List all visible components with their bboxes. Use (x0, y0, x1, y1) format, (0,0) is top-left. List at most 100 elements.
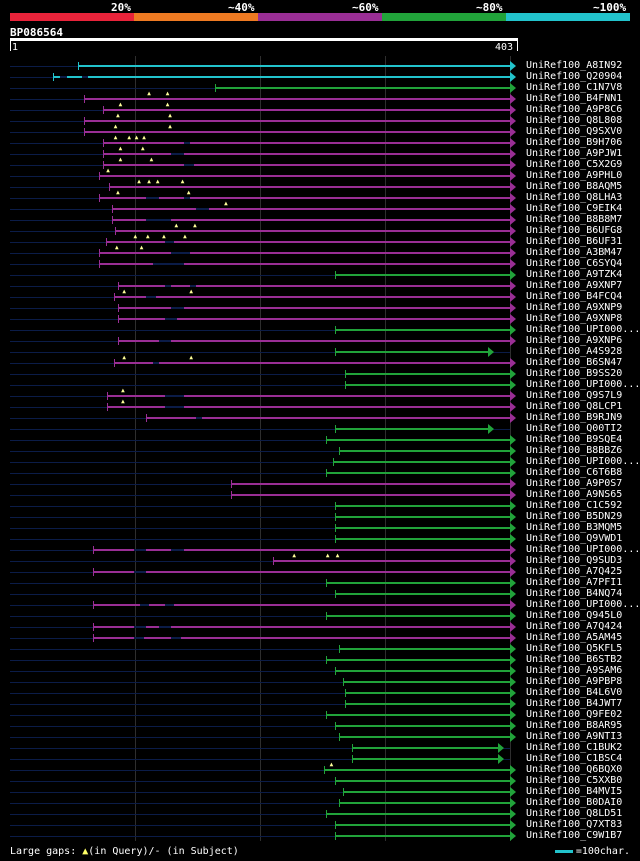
hit-alignment-bar[interactable] (338, 736, 510, 738)
hit-alignment-bar[interactable] (84, 120, 510, 122)
hit-row[interactable]: UniRef100_C1N7V8 (0, 82, 640, 94)
hit-id-link[interactable]: UniRef100_Q9SXV0 (526, 126, 623, 137)
hit-row[interactable]: UniRef100_B0DAI0 (0, 797, 640, 809)
hit-row[interactable]: UniRef100_Q5KFL5 (0, 643, 640, 655)
hit-alignment-bar[interactable] (335, 329, 510, 331)
hit-row[interactable]: UniRef100_B9RJN9 (0, 412, 640, 424)
hit-alignment-bar[interactable] (335, 505, 510, 507)
hit-row[interactable]: UniRef100_Q9VWD1 (0, 533, 640, 545)
hit-id-link[interactable]: UniRef100_C1BSC4 (526, 753, 623, 764)
hit-row[interactable]: ▲ ▲ UniRef100_B6SN47 (0, 355, 640, 369)
hit-row[interactable]: UniRef100_A9XNP8 (0, 313, 640, 325)
hit-row[interactable]: ▲ UniRef100_Q6BQX0 (0, 762, 640, 776)
hit-alignment-bar[interactable] (103, 142, 510, 144)
hit-row[interactable]: UniRef100_A5AM45 (0, 632, 640, 644)
hit-id-link[interactable]: UniRef100_A9TZK4 (526, 269, 623, 280)
hit-id-link[interactable]: UniRef100_B8BBZ6 (526, 445, 623, 456)
hit-id-link[interactable]: UniRef100_B6UF31 (526, 236, 623, 247)
hit-id-link[interactable]: UniRef100_Q6BQX0 (526, 764, 623, 775)
hit-row[interactable]: UniRef100_B4MVI5 (0, 786, 640, 798)
hit-row[interactable]: ▲ ▲ UniRef100_A9P8C6 (0, 102, 640, 116)
hit-row[interactable]: ▲ ▲ ▲ ▲ UniRef100_B6UF31 (0, 234, 640, 248)
hit-id-link[interactable]: UniRef100_B4MVI5 (526, 786, 623, 797)
hit-alignment-bar[interactable] (117, 340, 510, 342)
hit-row[interactable]: UniRef100_C9W1B7 (0, 830, 640, 842)
hit-row[interactable]: UniRef100_UPI000... (0, 599, 640, 611)
hit-id-link[interactable]: UniRef100_C5X2G9 (526, 159, 623, 170)
hit-id-link[interactable]: UniRef100_UPI000... (526, 544, 640, 555)
hit-alignment-bar[interactable] (326, 472, 510, 474)
hit-id-link[interactable]: UniRef100_UPI000... (526, 324, 640, 335)
hit-id-link[interactable]: UniRef100_Q9VWD1 (526, 533, 623, 544)
hit-id-link[interactable]: UniRef100_A9XNP8 (526, 313, 623, 324)
hit-id-link[interactable]: UniRef100_A9SAM6 (526, 665, 623, 676)
hit-alignment-bar[interactable] (335, 351, 488, 353)
hit-alignment-bar[interactable] (117, 285, 510, 287)
hit-alignment-bar[interactable] (103, 153, 510, 155)
hit-row[interactable]: ▲ ▲ UniRef100_A3BM47 (0, 245, 640, 259)
hit-alignment-bar[interactable] (335, 516, 510, 518)
hit-row[interactable]: ▲ ▲ UniRef100_B4FNN1 (0, 91, 640, 105)
hit-id-link[interactable]: UniRef100_C1C592 (526, 500, 623, 511)
hit-id-link[interactable]: UniRef100_Q7XT83 (526, 819, 623, 830)
hit-id-link[interactable]: UniRef100_A7PFI1 (526, 577, 623, 588)
hit-id-link[interactable]: UniRef100_Q5KFL5 (526, 643, 623, 654)
hit-row[interactable]: UniRef100_C5XXB0 (0, 775, 640, 787)
hit-alignment-bar[interactable] (335, 593, 510, 595)
hit-row[interactable]: UniRef100_A4S928 (0, 346, 640, 358)
hit-id-link[interactable]: UniRef100_UPI000... (526, 379, 640, 390)
hit-alignment-bar[interactable] (342, 681, 510, 683)
hit-alignment-bar[interactable] (335, 725, 510, 727)
hit-alignment-bar[interactable] (84, 131, 510, 133)
hit-id-link[interactable]: UniRef100_B9SQE4 (526, 434, 623, 445)
hit-row[interactable]: ▲ ▲ UniRef100_Q8L808 (0, 113, 640, 127)
hit-id-link[interactable]: UniRef100_B6UFG8 (526, 225, 623, 236)
hit-row[interactable]: UniRef100_Q00TI2 (0, 423, 640, 435)
hit-row[interactable]: UniRef100_C1BSC4 (0, 753, 640, 765)
hit-id-link[interactable]: UniRef100_Q9FE02 (526, 709, 623, 720)
hit-row[interactable]: UniRef100_A9XNP9 (0, 302, 640, 314)
hit-id-link[interactable]: UniRef100_Q8L808 (526, 115, 623, 126)
hit-row[interactable]: UniRef100_B9SS20 (0, 368, 640, 380)
hit-alignment-bar[interactable] (93, 626, 510, 628)
hit-alignment-bar[interactable] (335, 428, 488, 430)
hit-row[interactable]: ▲ UniRef100_Q9S7L9 (0, 388, 640, 402)
hit-row[interactable]: UniRef100_UPI000... (0, 544, 640, 556)
hit-id-link[interactable]: UniRef100_B4NQ74 (526, 588, 623, 599)
hit-alignment-bar[interactable] (99, 175, 510, 177)
hit-alignment-bar[interactable] (335, 274, 510, 276)
hit-alignment-bar[interactable] (352, 747, 498, 749)
hit-row[interactable]: UniRef100_B3MQM5 (0, 522, 640, 534)
hit-alignment-bar[interactable] (115, 230, 510, 232)
hit-alignment-bar[interactable] (344, 692, 510, 694)
hit-row[interactable]: UniRef100_A9TZK4 (0, 269, 640, 281)
hit-alignment-bar[interactable] (344, 373, 510, 375)
hit-alignment-bar[interactable] (344, 703, 510, 705)
hit-id-link[interactable]: UniRef100_A9PHL0 (526, 170, 623, 181)
hit-id-link[interactable]: UniRef100_A9XNP9 (526, 302, 623, 313)
hit-id-link[interactable]: UniRef100_C9W1B7 (526, 830, 623, 841)
hit-id-link[interactable]: UniRef100_A9XNP6 (526, 335, 623, 346)
hit-alignment-bar[interactable] (93, 637, 510, 639)
hit-row[interactable]: UniRef100_B8AR95 (0, 720, 640, 732)
hit-alignment-bar[interactable] (99, 252, 510, 254)
hit-alignment-bar[interactable] (326, 439, 510, 441)
hit-alignment-bar[interactable] (106, 395, 510, 397)
hit-id-link[interactable]: UniRef100_C6SYQ4 (526, 258, 623, 269)
hit-id-link[interactable]: UniRef100_Q9SUD3 (526, 555, 623, 566)
hit-id-link[interactable]: UniRef100_B0DAI0 (526, 797, 623, 808)
hit-id-link[interactable]: UniRef100_A9P0S7 (526, 478, 623, 489)
hit-id-link[interactable]: UniRef100_B4L6V0 (526, 687, 623, 698)
hit-alignment-bar[interactable] (117, 307, 510, 309)
hit-row[interactable]: UniRef100_UPI000... (0, 324, 640, 336)
hit-row[interactable]: ▲ UniRef100_Q8LCP1 (0, 399, 640, 413)
hit-alignment-bar[interactable] (93, 571, 510, 573)
hit-alignment-bar[interactable] (335, 824, 510, 826)
hit-id-link[interactable]: UniRef100_B6STB2 (526, 654, 623, 665)
hit-alignment-bar[interactable] (338, 802, 510, 804)
hit-row[interactable]: UniRef100_A9XNP6 (0, 335, 640, 347)
hit-id-link[interactable]: UniRef100_B8AR95 (526, 720, 623, 731)
hit-id-link[interactable]: UniRef100_C9EIK4 (526, 203, 623, 214)
hit-alignment-bar[interactable] (103, 109, 510, 111)
hit-alignment-bar[interactable] (106, 406, 510, 408)
